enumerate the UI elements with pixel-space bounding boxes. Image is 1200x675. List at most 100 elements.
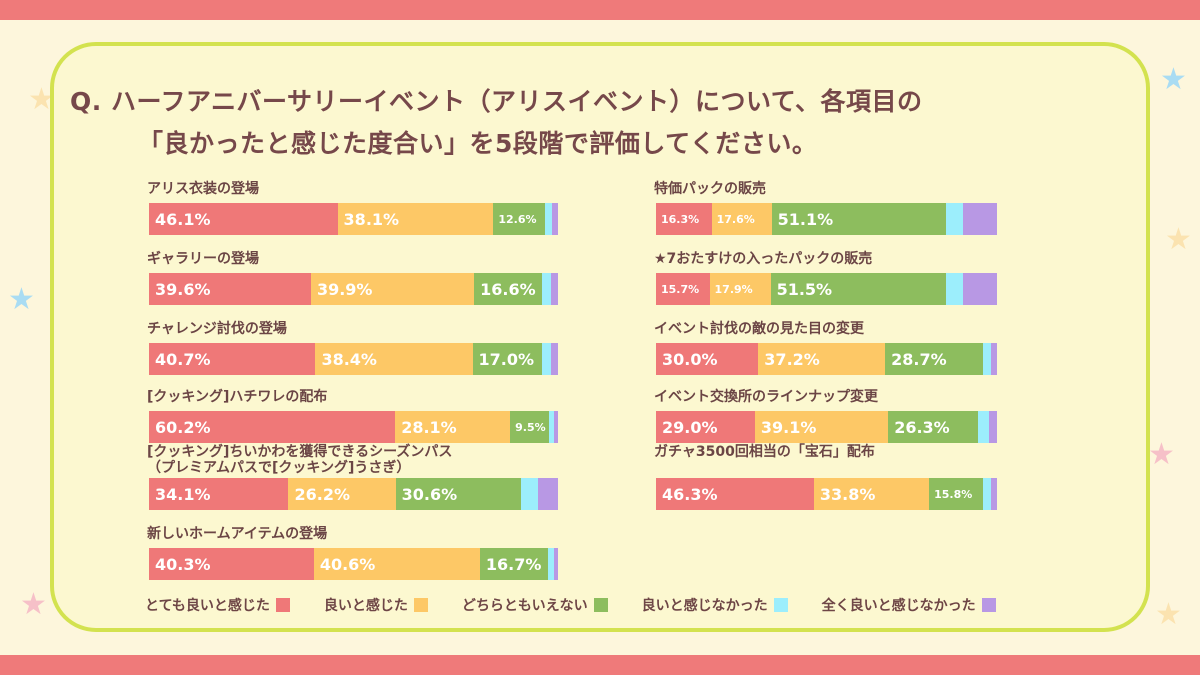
star-decoration-icon: ★ (1160, 62, 1187, 97)
category-label-line: [クッキング]ちいかわを獲得できるシーズンパス (147, 444, 453, 460)
stacked-bar: 29.0% 39.1% 26.3% (656, 411, 997, 443)
category-label: チャレンジ討伐の登場 (147, 321, 287, 337)
bar-segment (983, 478, 991, 510)
bar-segment (963, 203, 997, 235)
bar-segment (553, 548, 558, 580)
stacked-bar: 60.2% 28.1% 9.5% (149, 411, 558, 443)
bar-segment-label: 37.2% (758, 343, 886, 375)
category-label: [クッキング]ちいかわを獲得できるシーズンパス （プレミアムパスで[クッキング]う… (147, 444, 452, 476)
bar-segment-label: 17.0% (472, 343, 543, 375)
legend-swatch (413, 598, 428, 612)
category-label: 特価パックの販売 (654, 181, 766, 197)
bar-segment-label: 16.7% (479, 548, 549, 580)
legend-item: どちらともいえない (462, 595, 608, 615)
bar-segment (990, 478, 997, 510)
category-label-line: ガチャ3500回相当の「宝石」配布 (654, 444, 875, 460)
bar-segment-label: 60.2% (149, 411, 396, 443)
category-label: イベント討伐の敵の見た目の変更 (654, 321, 864, 337)
bar-segment-label: 40.7% (149, 343, 316, 375)
stacked-bar: 15.7% 17.9% 51.5% (656, 273, 997, 305)
bar-segment (551, 343, 558, 375)
bar-segment-label: 16.3% (656, 203, 712, 235)
bar-segment-label: 17.9% (709, 273, 771, 305)
legend-swatch (275, 598, 290, 612)
bar-segment-label: 46.1% (149, 203, 338, 235)
category-label: イベント交換所のラインナップ変更 (654, 389, 878, 405)
bar-segment (945, 203, 964, 235)
bar-segment-label: 17.6% (711, 203, 772, 235)
bar-segment-label: 39.9% (310, 273, 475, 305)
bar-segment-label: 30.6% (395, 478, 521, 510)
bar-segment (983, 343, 991, 375)
category-label: アリス衣装の登場 (147, 181, 259, 197)
legend-label: 良いと感じなかった (641, 598, 768, 614)
legend-label: どちらともいえない (461, 598, 588, 614)
bar-segment-label: 9.5% (510, 411, 549, 443)
category-label: ギャラリーの登場 (147, 251, 259, 267)
category-label-line: イベント討伐の敵の見た目の変更 (654, 321, 864, 337)
question-title-line-2: 「良かったと感じた度合い」を5段階で評価してください。 (138, 129, 818, 158)
bar-segment-label: 12.6% (493, 203, 545, 235)
bar-segment-label: 15.8% (929, 478, 983, 510)
stacked-bar: 39.6% 39.9% 16.6% (149, 273, 558, 305)
category-label-line: チャレンジ討伐の登場 (147, 321, 287, 337)
bar-segment (548, 411, 555, 443)
bar-segment-label: 26.2% (288, 478, 396, 510)
bar-segment-label: 38.1% (337, 203, 494, 235)
legend-swatch (593, 598, 608, 612)
bar-segment-label: 15.7% (656, 273, 710, 305)
top-band (0, 0, 1200, 20)
bar-segment-label: 40.3% (149, 548, 314, 580)
stacked-bar: 40.3% 40.6% 16.7% (149, 548, 558, 580)
legend-swatch (981, 598, 996, 612)
category-label-line: [クッキング]ハチワレの配布 (147, 389, 328, 405)
bar-segment-label: 28.1% (395, 411, 511, 443)
category-label: ガチャ3500回相当の「宝石」配布 (654, 444, 875, 460)
legend-item: 全く良いと感じなかった (822, 595, 996, 615)
bar-segment (554, 411, 558, 443)
star-decoration-icon: ★ (1155, 597, 1182, 632)
bar-segment (551, 273, 558, 305)
bar-segment-label: 28.7% (885, 343, 983, 375)
bar-segment (548, 548, 554, 580)
category-label-line: （プレミアムパスで[クッキング]うさぎ） (147, 460, 411, 476)
category-label: [クッキング]ハチワレの配布 (147, 389, 327, 405)
bar-segment (537, 478, 558, 510)
bar-segment (963, 273, 997, 305)
bottom-band (0, 655, 1200, 675)
stacked-bar: 16.3% 17.6% 51.1% (656, 203, 997, 235)
stacked-bar: 34.1% 26.2% 30.6% (149, 478, 558, 510)
bar-segment (990, 343, 997, 375)
bar-segment-label: 16.6% (474, 273, 543, 305)
category-label-line: 特価パックの販売 (654, 181, 766, 197)
stacked-bar: 40.7% 38.4% 17.0% (149, 343, 558, 375)
bar-segment (520, 478, 538, 510)
bar-segment (988, 411, 997, 443)
star-decoration-icon: ★ (1148, 437, 1175, 472)
bar-segment-label: 26.3% (888, 411, 978, 443)
category-label-line: ★7おたすけの入ったパックの販売 (654, 251, 873, 267)
bar-segment-label: 46.3% (656, 478, 814, 510)
legend-label: とても良いと感じた (145, 598, 270, 614)
bar-segment-label: 38.4% (315, 343, 473, 375)
legend-item: 良いと感じた (324, 595, 428, 615)
bar-segment-label: 51.5% (770, 273, 947, 305)
category-label-line: ギャラリーの登場 (147, 251, 259, 267)
bar-segment-label: 34.1% (149, 478, 289, 510)
category-label-line: イベント交換所のラインナップ変更 (654, 389, 878, 405)
question-title-line-1: Q. ハーフアニバーサリーイベント（アリスイベント）について、各項目の (70, 87, 923, 116)
bar-segment-label: 39.1% (754, 411, 889, 443)
chart-panel (50, 42, 1150, 632)
legend-label: 全く良いと感じなかった (821, 598, 976, 614)
star-decoration-icon: ★ (20, 587, 47, 622)
bar-segment-label: 33.8% (813, 478, 930, 510)
bar-segment (542, 343, 552, 375)
star-decoration-icon: ★ (1165, 222, 1192, 257)
category-label: ★7おたすけの入ったパックの販売 (654, 251, 872, 267)
bar-segment (946, 273, 964, 305)
bar-segment (977, 411, 989, 443)
category-label-line: 新しいホームアイテムの登場 (147, 526, 328, 542)
category-label: 新しいホームアイテムの登場 (147, 526, 327, 542)
stacked-bar: 30.0% 37.2% 28.7% (656, 343, 997, 375)
legend-item: とても良いと感じた (145, 595, 290, 615)
